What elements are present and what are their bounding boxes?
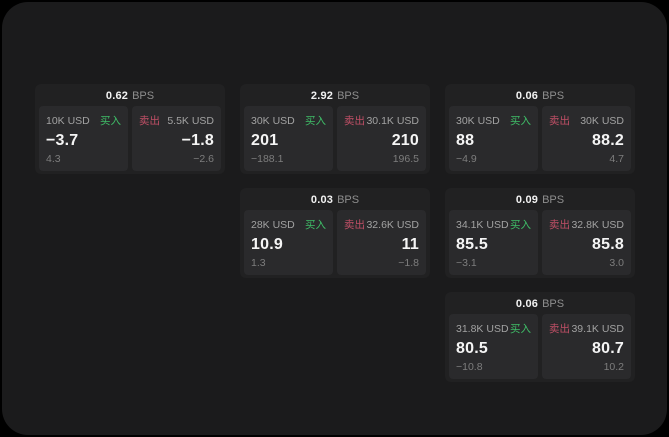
buy-side-label: 买入 [305,219,326,231]
buy-panel[interactable]: 34.1K USD 买入 85.5 −3.1 [449,210,538,275]
buy-panel[interactable]: 10K USD 买入 −3.7 4.3 [39,106,128,171]
bps-value: 0.06 [515,297,539,310]
sell-price: 11 [401,236,419,253]
buy-side-label: 买入 [510,219,531,231]
sell-panel[interactable]: 卖出 32.6K USD 11 −1.8 [337,210,426,275]
bps-value: 2.92 [310,89,334,102]
buy-price: −3.7 [46,132,79,149]
buy-sub-value: 1.3 [251,257,266,269]
sell-amount: 30.1K USD [366,114,419,127]
bps-header: 2.92 BPS [240,84,430,104]
quote-card: 0.06 BPS 31.8K USD 买入 80.5 −10.8 卖出 39.1… [445,292,635,382]
buy-price: 85.5 [456,236,488,253]
buy-amount: 28K USD [251,218,295,231]
sell-panel[interactable]: 卖出 30.1K USD 210 196.5 [337,106,426,171]
buy-panel[interactable]: 28K USD 买入 10.9 1.3 [244,210,333,275]
sell-side-label: 卖出 [549,115,570,127]
bps-unit: BPS [337,89,360,102]
buy-sub-value: −3.1 [456,257,477,269]
buy-side-label: 买入 [510,323,531,335]
buy-price: 88 [456,132,475,149]
quote-card: 0.09 BPS 34.1K USD 买入 85.5 −3.1 卖出 32.8K… [445,188,635,278]
sell-price: 80.7 [592,340,624,357]
quote-card: 0.03 BPS 28K USD 买入 10.9 1.3 卖出 32.6K US… [240,188,430,278]
buy-price: 10.9 [251,236,283,253]
buy-amount: 30K USD [456,114,500,127]
buy-amount: 10K USD [46,114,90,127]
buy-sub-value: −188.1 [251,153,284,165]
sell-panel[interactable]: 卖出 5.5K USD −1.8 −2.6 [132,106,221,171]
sell-side-label: 卖出 [549,219,570,231]
sell-sub-value: −2.6 [193,153,214,165]
sell-side-label: 卖出 [139,115,160,127]
bps-unit: BPS [542,89,565,102]
bps-unit: BPS [132,89,155,102]
sell-amount: 30K USD [580,114,624,127]
sell-side-label: 卖出 [344,115,365,127]
bps-unit: BPS [337,193,360,206]
sell-panel[interactable]: 卖出 39.1K USD 80.7 10.2 [542,314,631,379]
buy-side-label: 买入 [510,115,531,127]
bps-value: 0.09 [515,193,539,206]
buy-amount: 34.1K USD [456,218,509,231]
bps-header: 0.62 BPS [35,84,225,104]
buy-sub-value: −4.9 [456,153,477,165]
sell-amount: 32.6K USD [366,218,419,231]
buy-panel[interactable]: 30K USD 买入 88 −4.9 [449,106,538,171]
bps-unit: BPS [542,193,565,206]
bps-header: 0.09 BPS [445,188,635,208]
sell-amount: 32.8K USD [571,218,624,231]
quote-card: 0.62 BPS 10K USD 买入 −3.7 4.3 卖出 5.5K USD… [35,84,225,174]
sell-side-label: 卖出 [344,219,365,231]
bps-value: 0.03 [310,193,334,206]
buy-price: 201 [251,132,279,149]
bps-header: 0.06 BPS [445,292,635,312]
sell-sub-value: 196.5 [392,153,419,165]
buy-panel[interactable]: 31.8K USD 买入 80.5 −10.8 [449,314,538,379]
bps-header: 0.03 BPS [240,188,430,208]
sell-price: 85.8 [592,236,624,253]
buy-side-label: 买入 [100,115,121,127]
bps-header: 0.06 BPS [445,84,635,104]
buy-sub-value: −10.8 [456,361,483,373]
buy-sub-value: 4.3 [46,153,61,165]
bps-unit: BPS [542,297,565,310]
sell-panel[interactable]: 卖出 30K USD 88.2 4.7 [542,106,631,171]
bps-value: 0.06 [515,89,539,102]
bps-value: 0.62 [105,89,129,102]
buy-amount: 31.8K USD [456,322,509,335]
sell-price: 88.2 [592,132,624,149]
sell-sub-value: 10.2 [603,361,624,373]
quote-card: 2.92 BPS 30K USD 买入 201 −188.1 卖出 30.1K … [240,84,430,174]
sell-side-label: 卖出 [549,323,570,335]
sell-price: 210 [391,132,419,149]
sell-sub-value: −1.8 [398,257,419,269]
buy-side-label: 买入 [305,115,326,127]
buy-amount: 30K USD [251,114,295,127]
sell-panel[interactable]: 卖出 32.8K USD 85.8 3.0 [542,210,631,275]
sell-amount: 39.1K USD [571,322,624,335]
sell-sub-value: 4.7 [609,153,624,165]
buy-panel[interactable]: 30K USD 买入 201 −188.1 [244,106,333,171]
sell-amount: 5.5K USD [167,114,214,127]
buy-price: 80.5 [456,340,488,357]
quote-card: 0.06 BPS 30K USD 买入 88 −4.9 卖出 30K USD 8… [445,84,635,174]
sell-price: −1.8 [181,132,214,149]
sell-sub-value: 3.0 [609,257,624,269]
